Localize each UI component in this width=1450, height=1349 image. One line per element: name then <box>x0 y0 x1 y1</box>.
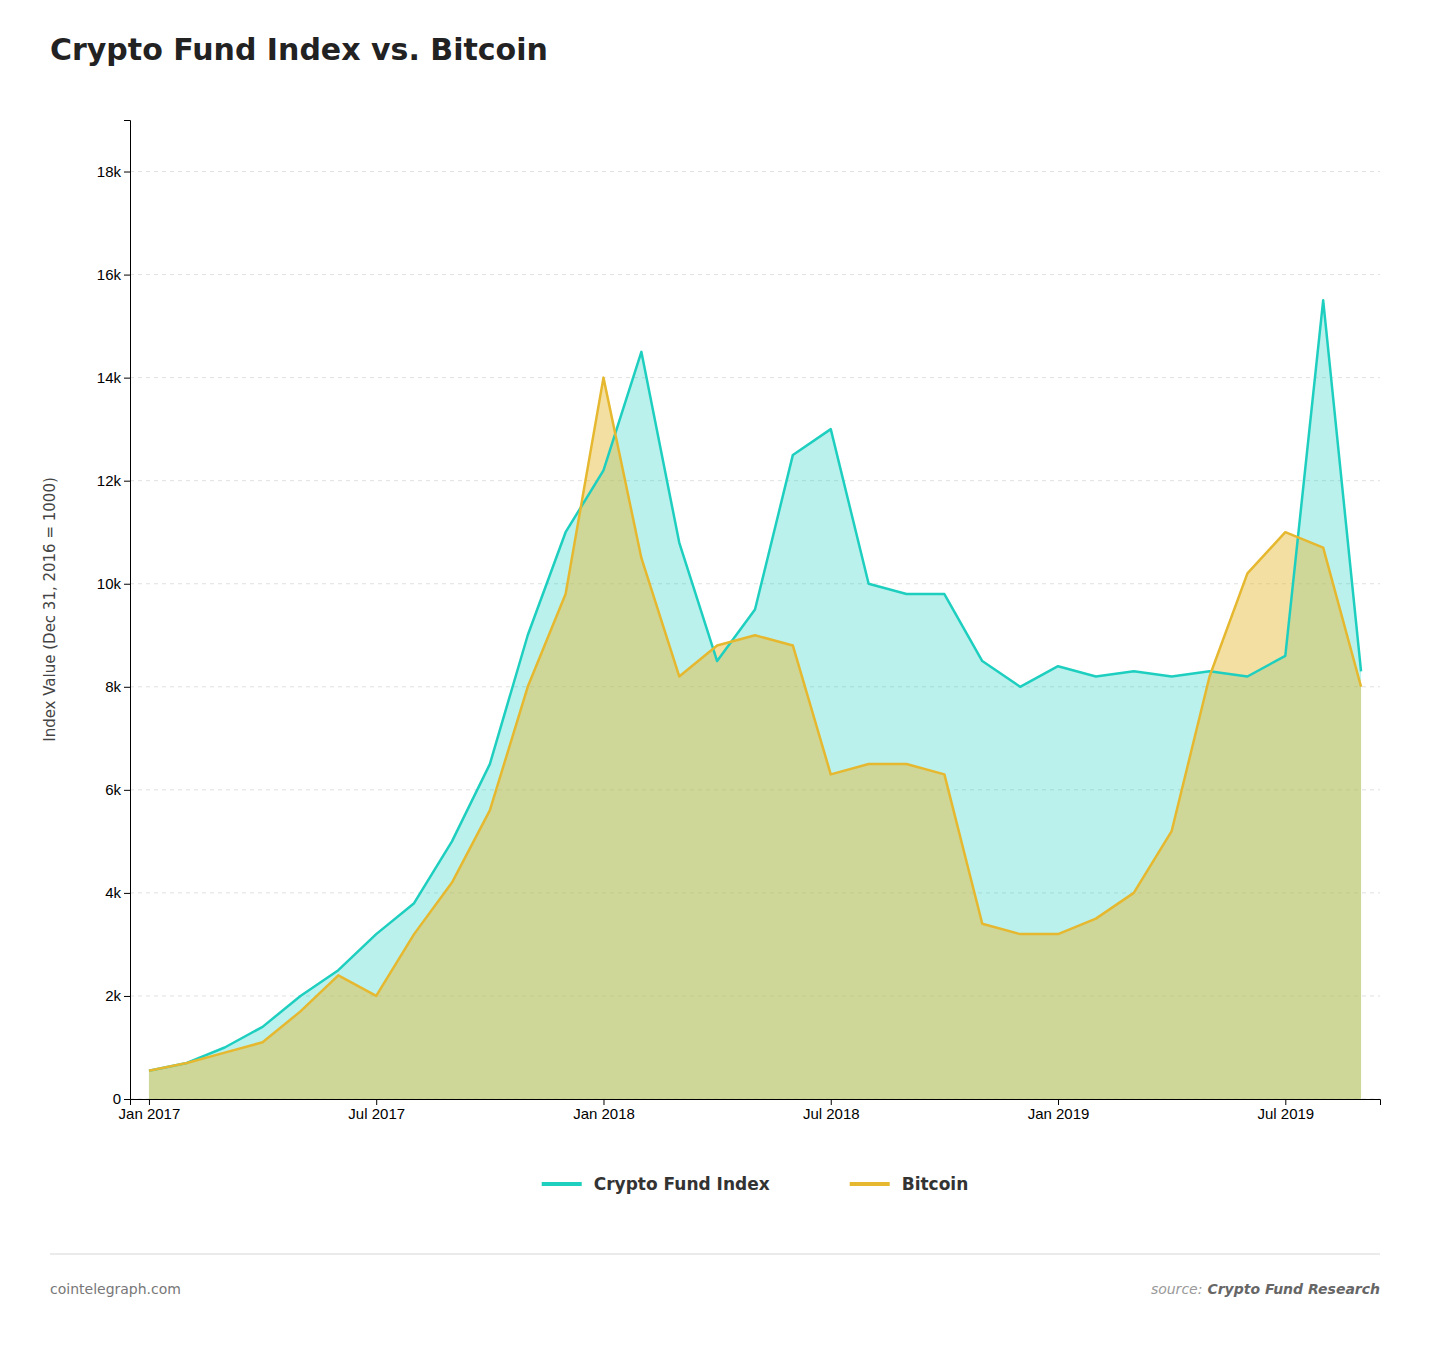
footer-source-part: Crypto Fund Research <box>1207 1281 1380 1297</box>
x-tick: Jan 2019 <box>1028 1099 1090 1122</box>
y-tick-label: 18k <box>97 163 122 180</box>
series-line <box>149 378 1361 1071</box>
y-tick: 18k <box>97 163 130 180</box>
y-tick-mark <box>124 172 130 173</box>
legend-label: Crypto Fund Index <box>594 1174 770 1194</box>
y-tick: 12k <box>97 472 130 489</box>
y-tick-mark <box>124 1099 130 1100</box>
y-tick: 8k <box>105 678 130 695</box>
chart-svg: Crypto Fund Index vs. Bitcoin02k4k6k8k10… <box>0 0 1450 1349</box>
x-axis-line <box>131 1100 1381 1106</box>
y-tick-label: 16k <box>97 266 122 283</box>
y-tick-mark <box>124 481 130 482</box>
y-tick-label: 12k <box>97 472 122 489</box>
y-tick: 4k <box>105 884 130 901</box>
legend-item: Crypto Fund Index <box>542 1174 770 1194</box>
footer-separator <box>50 1254 1380 1255</box>
grid <box>130 172 1380 1099</box>
chart-title: Crypto Fund Index vs. Bitcoin <box>50 32 548 67</box>
series-area <box>149 300 1361 1099</box>
legend-swatch <box>850 1182 890 1186</box>
grid-line <box>130 377 1380 378</box>
y-tick-mark <box>124 893 130 894</box>
y-tick-label: 8k <box>105 678 121 695</box>
y-axis-line <box>124 121 131 1100</box>
legend: Crypto Fund Index Bitcoin <box>542 1174 969 1194</box>
grid-line <box>130 583 1380 584</box>
x-tick: Jan 2017 <box>119 1099 181 1122</box>
y-tick: 6k <box>105 781 130 798</box>
x-axis: Jan 2017 Jul 2017 Jan 2018 Jul 2018 Jan 2019… <box>119 1099 1381 1122</box>
series-area <box>149 378 1361 1099</box>
footer-source-part: source: <box>1151 1281 1203 1297</box>
plot-area <box>149 300 1361 1099</box>
footer-website: cointelegraph.com <box>50 1281 181 1297</box>
y-axis-title: Index Value (Dec 31, 2016 = 1000) <box>41 477 59 742</box>
footer-source: source:Crypto Fund Research <box>1151 1281 1380 1297</box>
y-tick: 16k <box>97 266 130 283</box>
y-tick-mark <box>124 687 130 688</box>
y-tick-mark <box>124 275 130 276</box>
y-tick-mark <box>124 378 130 379</box>
grid-line <box>130 171 1380 172</box>
y-tick-mark <box>124 790 130 791</box>
x-tick: Jul 2017 <box>348 1099 405 1122</box>
y-tick: 14k <box>97 369 130 386</box>
y-tick-label: 2k <box>105 987 121 1004</box>
y-tick-label: 14k <box>97 369 122 386</box>
x-tick: Jan 2018 <box>573 1099 635 1122</box>
y-tick-label: 4k <box>105 884 121 901</box>
grid-line <box>130 480 1380 481</box>
y-tick-mark <box>124 584 130 585</box>
x-tick-label: Jan 2018 <box>573 1105 635 1122</box>
x-tick-label: Jul 2017 <box>348 1105 405 1122</box>
y-tick-label: 10k <box>97 575 122 592</box>
y-tick-mark <box>124 996 130 997</box>
x-tick: Jul 2018 <box>803 1099 860 1122</box>
y-tick: 2k <box>105 987 130 1004</box>
x-tick-label: Jan 2017 <box>119 1105 181 1122</box>
x-tick-label: Jan 2019 <box>1028 1105 1090 1122</box>
y-tick-label: 6k <box>105 781 121 798</box>
grid-line <box>130 274 1380 275</box>
legend-swatch <box>542 1182 582 1186</box>
series-line <box>149 300 1361 1070</box>
x-tick: Jul 2019 <box>1257 1099 1314 1122</box>
y-tick: 10k <box>97 575 130 592</box>
legend-item: Bitcoin <box>850 1174 969 1194</box>
x-tick-label: Jul 2019 <box>1257 1105 1314 1122</box>
y-axis: 02k4k6k8k10k12k14k16k18k <box>97 121 131 1108</box>
x-tick-label: Jul 2018 <box>803 1105 860 1122</box>
legend-label: Bitcoin <box>902 1174 969 1194</box>
